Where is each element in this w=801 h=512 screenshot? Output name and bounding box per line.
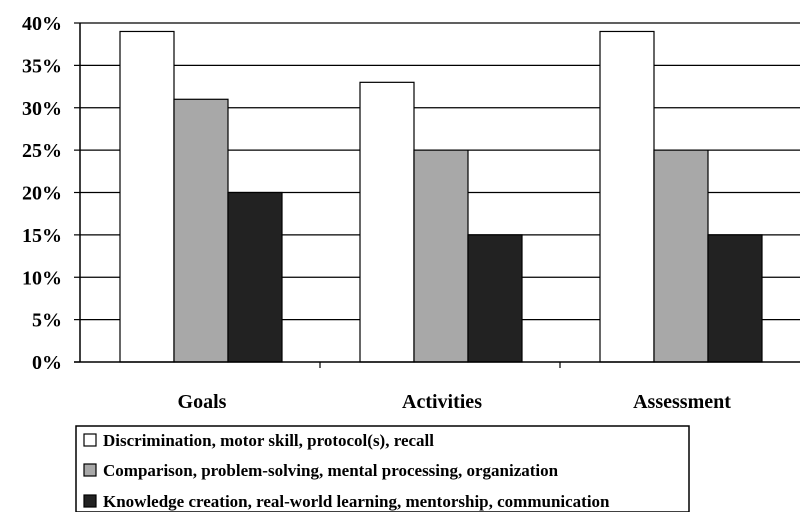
legend-swatch-3: [83, 494, 97, 508]
bar-activities-series-1: [359, 81, 415, 363]
category-label: Assessment: [633, 391, 731, 413]
legend-frame: [75, 425, 690, 512]
bar-activities-series-3: [467, 234, 523, 363]
bar-activities-series-2: [413, 149, 469, 363]
legend: Discrimination, motor skill, protocol(s)…: [75, 425, 690, 512]
bars: [119, 30, 763, 363]
legend-swatch-2: [83, 463, 97, 477]
legend-item-3: Knowledge creation, real-world learning,…: [83, 492, 610, 511]
legend-item-2: Comparison, problem-solving, mental proc…: [83, 461, 559, 480]
bar-assessment-series-2: [653, 149, 709, 363]
legend-label-2: Comparison, problem-solving, mental proc…: [103, 461, 559, 480]
bar-goals-series-1: [119, 30, 175, 363]
y-tick-label: 5%: [32, 310, 62, 332]
bar-assessment-series-3: [707, 234, 763, 363]
y-tick-label: 15%: [22, 225, 62, 247]
y-tick-label: 20%: [22, 183, 62, 205]
legend-label-1: Discrimination, motor skill, protocol(s)…: [103, 431, 434, 450]
bar-assessment-series-1: [599, 30, 655, 363]
category-label: Activities: [402, 391, 482, 413]
y-tick-label: 25%: [22, 140, 62, 162]
y-tick-label: 0%: [32, 352, 62, 374]
legend-item-1: Discrimination, motor skill, protocol(s)…: [83, 431, 434, 450]
category-label: Goals: [178, 391, 227, 413]
bar-goals-series-3: [227, 191, 283, 363]
y-tick-label: 10%: [22, 267, 62, 289]
bar-goals-series-2: [173, 98, 229, 363]
category-labels: Goals Activities Assessment: [178, 391, 732, 413]
y-tick-label: 40%: [22, 13, 62, 35]
y-tick-label: 30%: [22, 98, 62, 120]
axes: [74, 22, 800, 368]
y-tick-labels: 0% 5% 10% 15% 20% 25% 30% 35% 40%: [22, 13, 62, 374]
y-tick-label: 35%: [22, 55, 62, 77]
legend-label-3: Knowledge creation, real-world learning,…: [103, 492, 610, 511]
legend-swatch-1: [83, 433, 97, 447]
